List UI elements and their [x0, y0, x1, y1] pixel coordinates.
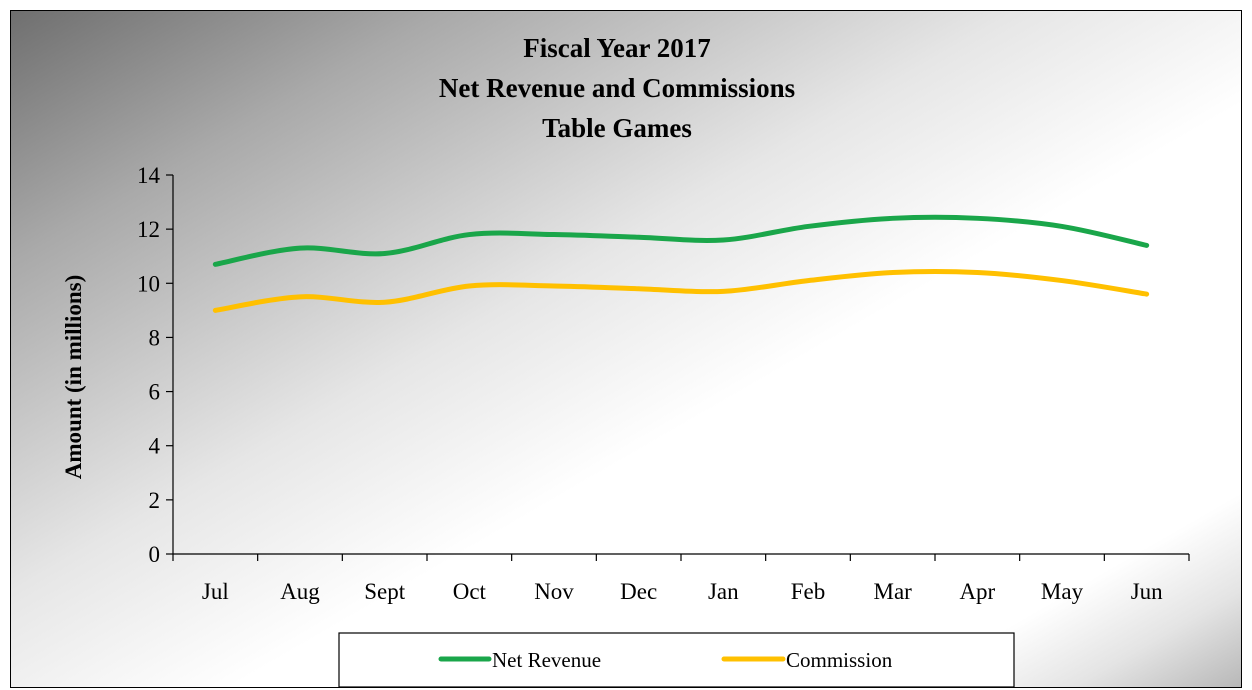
x-tick-label: Jul [202, 579, 229, 604]
y-axis-ticks: 0 2 4 6 8 10 12 14 [137, 163, 173, 567]
y-tick-label: 12 [137, 217, 160, 242]
y-tick-label: 8 [149, 325, 161, 350]
y-tick-label: 10 [137, 271, 160, 296]
chart-title: Fiscal Year 2017 Net Revenue and Commiss… [439, 33, 795, 143]
x-tick-label: May [1041, 579, 1084, 604]
x-tick-label: Aug [280, 579, 320, 604]
y-tick-label: 2 [149, 488, 161, 513]
x-tick-label: Apr [959, 579, 995, 604]
y-tick-label: 4 [149, 434, 161, 459]
chart-title-line-2: Net Revenue and Commissions [439, 73, 795, 103]
x-tick-label: Oct [453, 579, 487, 604]
chart-area: Fiscal Year 2017 Net Revenue and Commiss… [10, 10, 1242, 688]
chart-title-line-1: Fiscal Year 2017 [523, 33, 710, 63]
y-tick-label: 14 [137, 163, 161, 188]
x-tick-label: Mar [874, 579, 913, 604]
y-axis-title: Amount (in millions) [61, 275, 86, 479]
series-line-net-revenue [212, 214, 1150, 267]
chart-title-line-3: Table Games [542, 113, 692, 143]
line-chart: Fiscal Year 2017 Net Revenue and Commiss… [61, 33, 1190, 687]
x-tick-label: Sept [364, 579, 406, 604]
x-tick-label: Feb [791, 579, 826, 604]
series-lines [212, 214, 1150, 313]
y-tick-label: 0 [149, 542, 161, 567]
x-tick-label: Jun [1131, 579, 1163, 604]
y-tick-label: 6 [149, 380, 161, 405]
legend-label-commission: Commission [786, 648, 893, 672]
x-tick-label: Jan [708, 579, 739, 604]
x-tick-label: Nov [534, 579, 574, 604]
axes [172, 175, 1189, 555]
legend: Net Revenue Commission [338, 632, 1015, 687]
legend-label-net-revenue: Net Revenue [492, 648, 601, 672]
x-tick-label: Dec [620, 579, 657, 604]
series-line-commission [212, 268, 1150, 313]
x-axis-ticks: Jul Aug Sept Oct Nov Dec Jan Feb Mar Apr May Jun [172, 554, 1190, 604]
